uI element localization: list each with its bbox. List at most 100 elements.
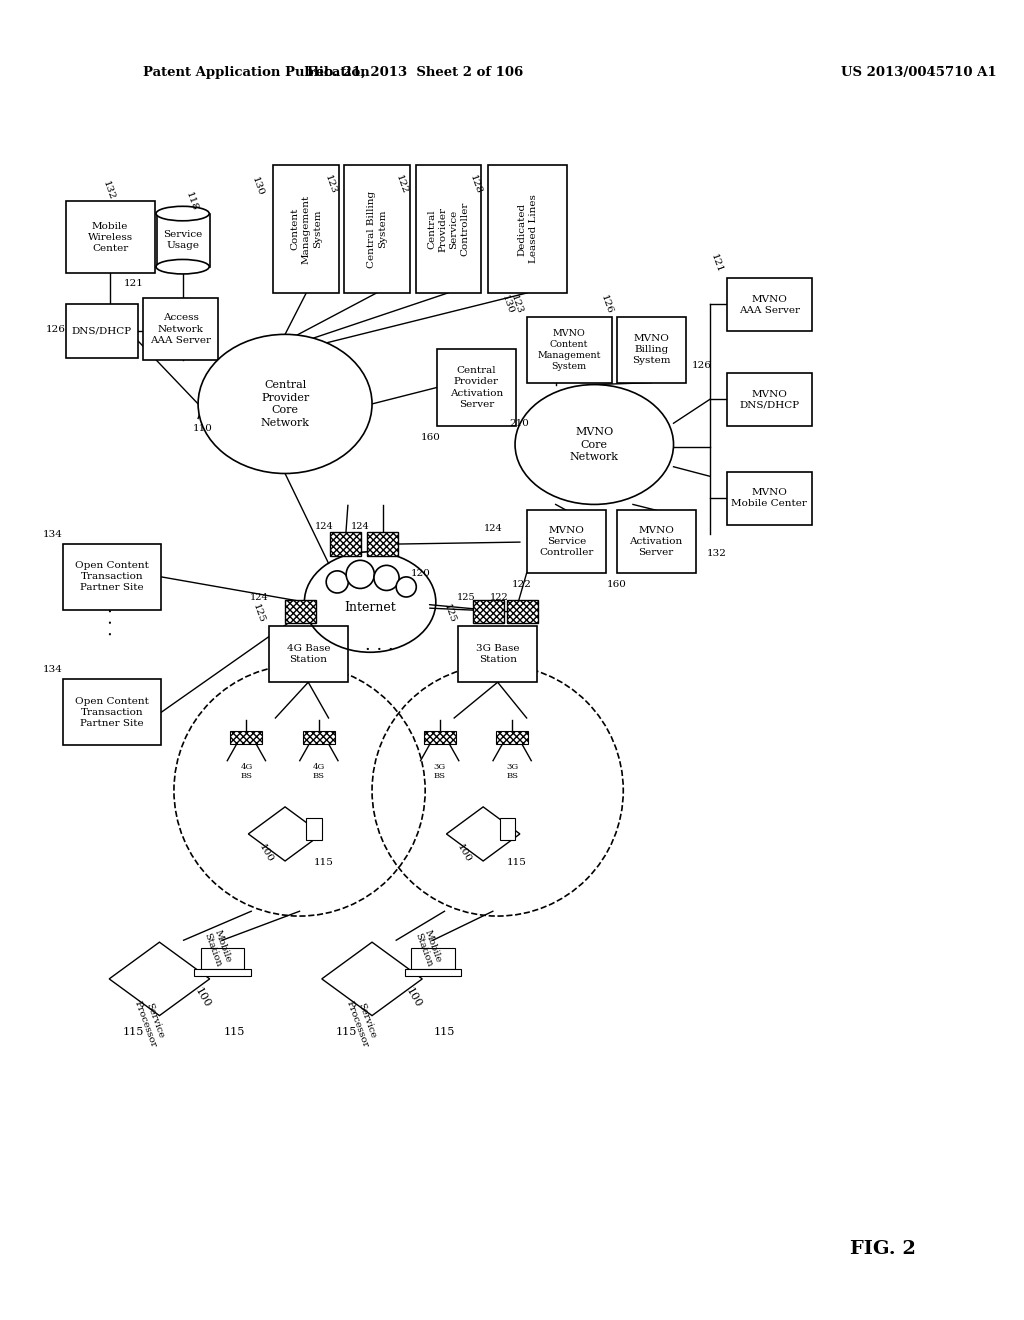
Text: 115: 115 [223,1027,245,1038]
Ellipse shape [325,574,416,630]
Text: MVNO
Core
Network: MVNO Core Network [569,428,618,462]
Bar [488,165,567,293]
Text: FIG. 2: FIG. 2 [850,1241,916,1258]
Bar [507,601,539,623]
Bar [424,731,456,743]
Text: 4G
BS: 4G BS [312,763,325,780]
Bar [616,511,695,573]
Text: Access
Network
AAA Server: Access Network AAA Server [151,313,211,345]
Text: 160: 160 [606,579,627,589]
Ellipse shape [311,586,350,614]
Ellipse shape [515,384,674,504]
Bar [526,317,611,383]
Text: Central
Provider
Service
Controller: Central Provider Service Controller [427,202,470,256]
Text: Service
Usage: Service Usage [164,230,203,251]
Text: 118: 118 [183,190,199,213]
Bar [404,969,461,975]
Bar [230,731,262,743]
Text: MVNO
Mobile Center: MVNO Mobile Center [731,488,807,508]
Circle shape [374,565,399,590]
Text: 4G Base
Station: 4G Base Station [287,644,330,664]
Text: 128: 128 [468,174,483,195]
Bar [616,317,686,383]
Bar [473,601,505,623]
Text: Central
Provider
Core
Network: Central Provider Core Network [260,380,309,428]
Circle shape [346,560,375,589]
Text: 3G
BS: 3G BS [433,763,445,780]
Text: Feb. 21, 2013  Sheet 2 of 106: Feb. 21, 2013 Sheet 2 of 106 [307,66,523,79]
Text: 122: 122 [512,579,531,589]
Text: 100: 100 [194,986,213,1010]
Text: 122: 122 [490,593,509,602]
Bar [416,165,481,293]
Text: 100: 100 [257,842,274,865]
Bar [62,680,162,744]
Text: 126: 126 [691,360,712,370]
Text: Mobile
Wireless
Center: Mobile Wireless Center [88,222,133,253]
Text: MVNO
Service
Controller: MVNO Service Controller [539,527,594,557]
Polygon shape [322,942,422,1015]
Text: MVNO
DNS/DHCP: MVNO DNS/DHCP [739,389,800,409]
Text: Central Billing
System: Central Billing System [367,190,387,268]
Text: MVNO
Content
Management
System: MVNO Content Management System [538,329,601,371]
Text: 122: 122 [394,174,410,195]
Text: 121: 121 [710,253,725,275]
Polygon shape [249,807,322,861]
Bar [201,948,244,969]
Bar [458,626,538,682]
Text: 3G
BS: 3G BS [506,763,518,780]
Text: DNS/DHCP: DNS/DHCP [72,326,132,335]
Text: 126: 126 [599,293,614,315]
Circle shape [327,570,348,593]
Text: Internet: Internet [344,601,396,614]
Ellipse shape [156,206,209,220]
Ellipse shape [357,572,416,607]
Bar [143,297,218,360]
Text: 130: 130 [500,293,515,315]
Text: 115: 115 [434,1027,456,1038]
Text: Service
Processor: Service Processor [345,997,380,1049]
Text: Mobile
Station: Mobile Station [413,928,443,968]
Text: Open Content
Transaction
Partner Site: Open Content Transaction Partner Site [75,561,150,593]
Ellipse shape [370,587,429,626]
Ellipse shape [156,260,209,275]
Bar [344,165,410,293]
Bar [194,969,251,975]
Text: · · ·: · · · [366,642,394,659]
Text: 4G
BS: 4G BS [241,763,253,780]
Text: MVNO
AAA Server: MVNO AAA Server [738,294,800,315]
Bar [727,471,812,525]
Bar [285,601,316,623]
Text: 132: 132 [708,549,727,558]
Text: 3G Base
Station: 3G Base Station [476,644,519,664]
Text: 124: 124 [250,593,268,602]
Text: 115: 115 [123,1027,144,1038]
Text: Mobile
Station: Mobile Station [202,928,232,968]
Text: Central
Provider
Activation
Server: Central Provider Activation Server [450,367,503,409]
Polygon shape [110,942,210,1015]
Bar [306,818,322,840]
Bar [497,731,528,743]
Text: 120: 120 [411,569,430,578]
Text: 125: 125 [457,593,475,602]
Polygon shape [446,807,520,861]
Bar [66,201,155,273]
Bar [437,348,516,426]
Text: 134: 134 [43,665,63,675]
Bar [412,948,455,969]
Bar [727,374,812,426]
Text: 132: 132 [100,180,116,201]
Text: 115: 115 [313,858,334,867]
Text: 115: 115 [507,858,527,867]
Text: 100: 100 [455,842,473,865]
Bar [303,731,335,743]
Text: 124: 124 [483,524,502,533]
Text: Dedicated
Leased Lines: Dedicated Leased Lines [517,194,538,264]
Ellipse shape [198,334,372,474]
Text: 121: 121 [124,279,143,288]
Bar [331,532,361,556]
Bar [273,165,339,293]
Text: 100: 100 [403,986,423,1010]
Bar [62,544,162,610]
Text: 125: 125 [251,603,266,624]
